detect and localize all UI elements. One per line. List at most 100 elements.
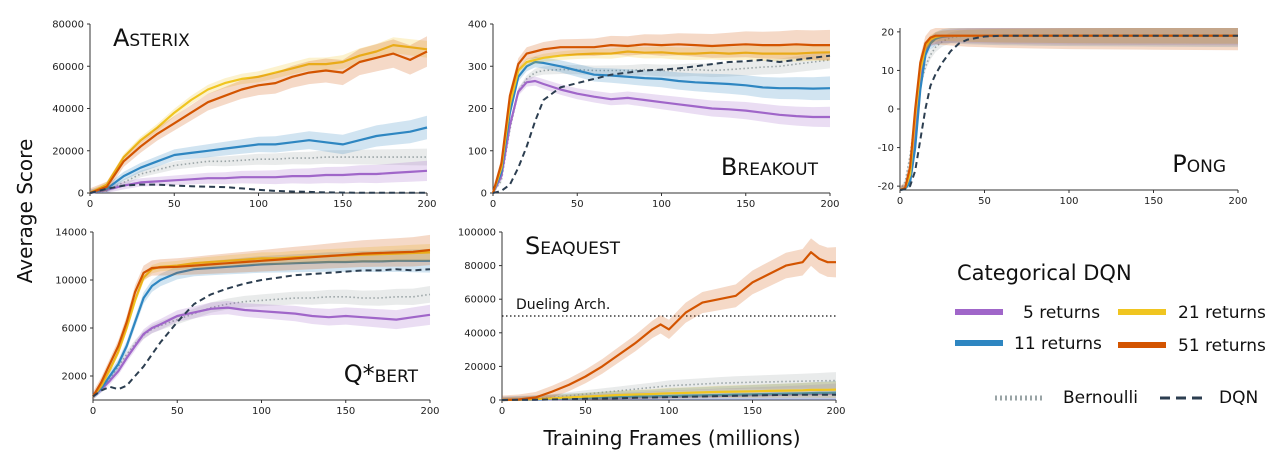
qbert-line-11-returns bbox=[92, 259, 430, 398]
qbert-band-11-returns bbox=[93, 249, 430, 400]
qbert-x-tick-label: 200 bbox=[420, 406, 439, 417]
seaquest-y-tick-label: 100000 bbox=[458, 228, 496, 239]
breakout-y-tick-label: 200 bbox=[468, 104, 487, 115]
pong-y-tick-label: -20 bbox=[878, 182, 894, 193]
asterix-y-tick-label: 80000 bbox=[52, 20, 84, 31]
asterix-title-first: A bbox=[113, 24, 130, 52]
seaquest-line-21-returns bbox=[501, 388, 837, 402]
asterix-band-51-returns bbox=[90, 36, 427, 193]
pong-y-tick-label: 0 bbox=[888, 105, 894, 116]
asterix-x-tick-label: 0 bbox=[87, 199, 93, 210]
seaquest-title: SEAQUEST bbox=[525, 232, 621, 260]
legend-item-dqn: DQN bbox=[1160, 388, 1258, 408]
legend-item-21-returns: 21 returns bbox=[1118, 303, 1266, 323]
breakout-band-11-returns bbox=[493, 56, 830, 194]
asterix-x-tick-label: 50 bbox=[168, 199, 181, 210]
pong-band-11-returns bbox=[900, 28, 1238, 190]
seaquest-line-bernoulli bbox=[501, 379, 837, 401]
seaquest-reference-label: Dueling Arch. bbox=[516, 297, 610, 313]
legend-label-51-returns: 51 returns bbox=[1178, 336, 1266, 356]
x-axis-label: Training Frames (millions) bbox=[542, 426, 800, 450]
breakout-title: BREAKOUT bbox=[721, 153, 819, 181]
qbert-x-tick-label: 100 bbox=[252, 406, 271, 417]
qbert-line-bernoulli bbox=[92, 293, 431, 398]
qbert-y-tick-label: 6000 bbox=[62, 324, 87, 335]
pong-x-tick-label: 150 bbox=[1144, 196, 1163, 207]
pong-x-tick-label: 0 bbox=[897, 196, 903, 207]
qbert-x-tick-label: 0 bbox=[90, 406, 96, 417]
pong-x-tick-label: 200 bbox=[1228, 196, 1247, 207]
breakout-panel: 0 50 100 150 200 0 100 200 300 400 BREAKOUT bbox=[468, 20, 840, 211]
seaquest-panel: 0 50 100 150 200 0 20000 40000 60000 80000 100000 D… bbox=[458, 228, 846, 418]
breakout-title-rest: REAKOUT bbox=[737, 160, 818, 180]
asterix-line-11-returns bbox=[89, 126, 428, 195]
legend-label-5-returns: 5 returns bbox=[1023, 303, 1100, 323]
asterix-line-51-returns bbox=[89, 50, 428, 195]
breakout-y-tick-label: 400 bbox=[468, 20, 487, 31]
breakout-y-tick-label: 100 bbox=[468, 146, 487, 157]
asterix-title: ASTERIX bbox=[113, 24, 190, 52]
seaquest-y-tick-label: 0 bbox=[490, 396, 496, 407]
asterix-y-tick-label: 20000 bbox=[52, 146, 84, 157]
breakout-line-bernoulli bbox=[492, 59, 831, 194]
pong-band-5-returns bbox=[900, 28, 1238, 190]
breakout-line-11-returns bbox=[491, 60, 831, 194]
seaquest-title-first: S bbox=[525, 232, 540, 260]
seaquest-title-rest: EAQUEST bbox=[540, 239, 620, 259]
asterix-x-tick-label: 200 bbox=[417, 199, 436, 210]
legend: Categorical DQN 5 returns 21 returns 11 … bbox=[955, 261, 1266, 408]
pong-y-tick-label: 10 bbox=[881, 66, 894, 77]
pong-title-rest: ONG bbox=[1187, 157, 1226, 177]
legend-item-5-returns: 5 returns bbox=[955, 303, 1100, 323]
legend-title: Categorical DQN bbox=[957, 261, 1132, 285]
qbert-title-rest: BERT bbox=[375, 367, 419, 387]
seaquest-x-tick-label: 0 bbox=[499, 406, 505, 417]
legend-label-21-returns: 21 returns bbox=[1178, 303, 1266, 323]
asterix-y-tick-label: 40000 bbox=[52, 104, 84, 115]
asterix-title-rest: STERIX bbox=[129, 31, 190, 51]
qbert-panel: 0 50 100 150 200 2000 6000 10000 14000 Q*BERT bbox=[55, 228, 439, 418]
seaquest-x-tick-label: 200 bbox=[826, 406, 845, 417]
pong-title: PONG bbox=[1172, 150, 1226, 178]
qbert-band-5-returns bbox=[93, 301, 430, 400]
legend-item-bernoulli: Bernoulli bbox=[995, 388, 1138, 408]
y-axis-label: Average Score bbox=[13, 139, 37, 284]
seaquest-x-tick-label: 150 bbox=[743, 406, 762, 417]
seaquest-band-bernoulli bbox=[502, 372, 836, 400]
breakout-title-first: B bbox=[721, 153, 737, 181]
breakout-y-tick-label: 300 bbox=[468, 62, 487, 73]
seaquest-y-tick-label: 40000 bbox=[464, 328, 496, 339]
legend-label-bernoulli: Bernoulli bbox=[1063, 388, 1138, 408]
seaquest-line-51-returns bbox=[501, 251, 836, 402]
pong-panel: 0 50 100 150 200 -20 -10 0 10 20 PONG bbox=[878, 27, 1248, 207]
qbert-band-21-returns bbox=[93, 244, 430, 399]
asterix-line-bernoulli bbox=[89, 156, 427, 194]
qbert-x-tick-label: 50 bbox=[171, 406, 184, 417]
pong-y-tick-label: 20 bbox=[881, 27, 894, 38]
breakout-band-5-returns bbox=[493, 76, 830, 193]
pong-band-51-returns bbox=[900, 28, 1238, 190]
asterix-band-bernoulli bbox=[90, 148, 427, 193]
breakout-x-tick-label: 0 bbox=[490, 199, 496, 210]
asterix-line-dqn bbox=[89, 183, 427, 194]
breakout-band-bernoulli bbox=[493, 51, 830, 193]
breakout-x-tick-label: 200 bbox=[820, 199, 839, 210]
qbert-y-tick-label: 14000 bbox=[55, 228, 87, 239]
seaquest-x-tick-label: 50 bbox=[579, 406, 592, 417]
qbert-y-tick-label: 2000 bbox=[62, 372, 87, 383]
pong-x-tick-label: 50 bbox=[978, 196, 991, 207]
legend-item-11-returns: 11 returns bbox=[955, 334, 1102, 354]
qbert-title: Q*BERT bbox=[344, 360, 419, 388]
qbert-x-tick-label: 150 bbox=[336, 406, 355, 417]
asterix-y-tick-label: 60000 bbox=[52, 62, 84, 73]
breakout-band-51-returns bbox=[493, 29, 830, 194]
breakout-x-tick-label: 50 bbox=[571, 199, 584, 210]
legend-item-51-returns: 51 returns bbox=[1118, 336, 1266, 356]
breakout-band-21-returns bbox=[493, 43, 830, 194]
seaquest-y-tick-label: 80000 bbox=[464, 261, 496, 272]
legend-label-11-returns: 11 returns bbox=[1014, 334, 1102, 354]
seaquest-band-51-returns bbox=[502, 238, 836, 400]
pong-line-dqn bbox=[899, 34, 1238, 191]
seaquest-x-tick-label: 100 bbox=[659, 406, 678, 417]
